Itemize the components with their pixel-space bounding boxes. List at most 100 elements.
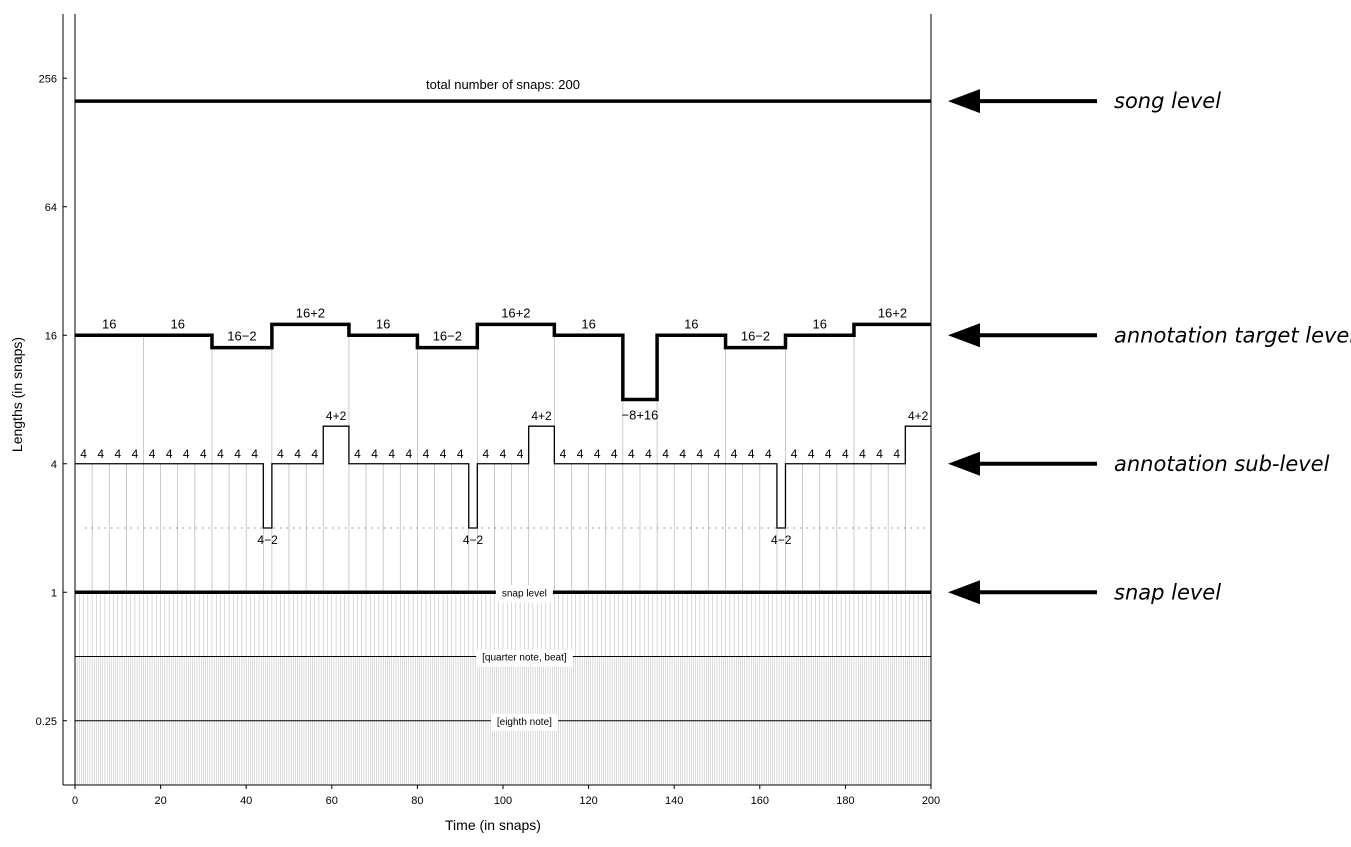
sub-segment-label: 4 [166,447,173,461]
y-tick-label: 64 [45,202,57,214]
sub-segment-label: 4 [697,447,704,461]
sub-segment-label: 4 [500,447,507,461]
sub-segment-label: 4 [440,447,447,461]
sub-segment-label: 4 [662,447,669,461]
sub-segment-label: 4 [457,447,464,461]
level-arrow-head [948,451,980,476]
x-tick-label: 120 [579,795,597,807]
y-tick-label: 16 [45,330,57,342]
x-tick-label: 20 [154,795,166,807]
target-segment-label: 16−2 [741,329,770,344]
level-arrow-head [948,323,980,348]
snap-level-label: snap level [502,588,547,599]
sub-segment-label: 4 [765,447,772,461]
sub-segment-label: 4 [679,447,686,461]
annotation-target-level-line [75,322,931,402]
x-tick-label: 100 [494,795,512,807]
sub-segment-label: 4 [560,447,567,461]
x-tick-label: 180 [836,795,854,807]
sub-segment-label: 4 [483,447,490,461]
level-arrow-head [948,89,980,114]
level-annotations-layer: song level annotation target level annotat… [948,89,1351,605]
sub-segment-label: 4−2 [463,533,484,547]
sub-segment-label: 4 [731,447,738,461]
level-label: annotation sub-level [1114,452,1330,476]
target-segment-label: 16 [812,316,826,331]
x-tick-label: 40 [240,795,252,807]
annotation-sub-level-line [75,425,931,529]
x-tick-label: 0 [72,795,78,807]
target-segment-label: 16 [684,316,698,331]
sub-segment-label: 4 [825,447,832,461]
y-tick-label: 0.25 [36,716,57,728]
quarter-note-label: [quarter note, beat] [482,653,567,664]
target-segment-label: 16−2 [433,329,462,344]
sub-segment-label: 4 [149,447,156,461]
y-tick-label: 256 [39,73,57,85]
sub-segment-label: 4 [200,447,207,461]
level-arrow-head [948,580,980,605]
sub-segment-label: 4 [577,447,584,461]
snap-level-label-backdrop [495,585,553,603]
sub-segment-label: 4−2 [771,533,792,547]
sub-segment-label: 4 [628,447,635,461]
sub-segment-label: 4 [217,447,224,461]
x-tick-label: 80 [411,795,423,807]
sub-segment-label: 4 [645,447,652,461]
sub-segment-label: 4 [405,447,412,461]
y-tick-label: 1 [51,587,57,599]
level-label: song level [1114,89,1221,113]
sub-segment-label: 4 [371,447,378,461]
sub-segment-label: 4 [388,447,395,461]
sub-segment-label: 4 [714,447,721,461]
sub-segment-label: 4 [594,447,601,461]
sub-segment-label: 4 [97,447,104,461]
sub-segment-label: 4 [808,447,815,461]
sub-segment-label: 4 [80,447,87,461]
target-segment-label: 16 [376,316,390,331]
x-axis-title: Time (in snaps) [445,817,541,833]
target-segment-label: 16−2 [227,329,256,344]
sub-segment-label: 4 [517,447,524,461]
target-segment-label: 16 [581,316,595,331]
sub-segment-label: 4 [748,447,755,461]
sub-segment-label: 4+2 [531,409,552,423]
target-segment-label: 16 [170,316,184,331]
x-tick-label: 200 [922,795,940,807]
sub-segment-label: 4 [183,447,190,461]
axes-layer: 0 20 40 60 80 100 120 140 160 180 200 0.25 1 4 16 64 256… [9,14,940,833]
sub-segment-label: 4 [791,447,798,461]
sub-segment-label: 4 [234,447,241,461]
sub-segment-label: 4−2 [257,533,278,547]
sub-segment-label: 4 [842,447,849,461]
sub-segment-label: 4 [893,447,900,461]
sub-segment-label: 4+2 [908,409,929,423]
sub-segment-label: 4+2 [326,409,347,423]
sub-segment-label: 4 [354,447,361,461]
target-segment-label: 16+2 [296,305,325,320]
target-segment-label: −8+16 [622,408,659,423]
y-tick-label: 4 [51,459,57,471]
sub-segment-label: 4 [876,447,883,461]
level-label: annotation target level [1114,323,1351,347]
x-tick-label: 140 [665,795,683,807]
sub-segment-label: 4 [859,447,866,461]
eighth-note-label-backdrop [490,713,559,731]
level-lines-layer [75,99,931,722]
song-level-label: total number of snaps: 200 [426,77,580,92]
sub-segment-label: 4 [311,447,318,461]
y-axis-title: Lengths (in snaps) [9,337,25,452]
sub-segment-label: 4 [611,447,618,461]
quarter-note-label-backdrop [476,649,573,667]
x-tick-label: 60 [326,795,338,807]
level-label: snap level [1114,580,1221,604]
target-segment-label: 16 [102,316,116,331]
sub-segment-label: 4 [423,447,430,461]
labels-layer: snap level [quarter note, beat] [eighth no… [80,77,929,731]
sub-segment-label: 4 [277,447,284,461]
target-segment-label: 16+2 [501,305,530,320]
sub-segment-label: 4 [132,447,139,461]
sub-segment-label: 4 [251,447,258,461]
